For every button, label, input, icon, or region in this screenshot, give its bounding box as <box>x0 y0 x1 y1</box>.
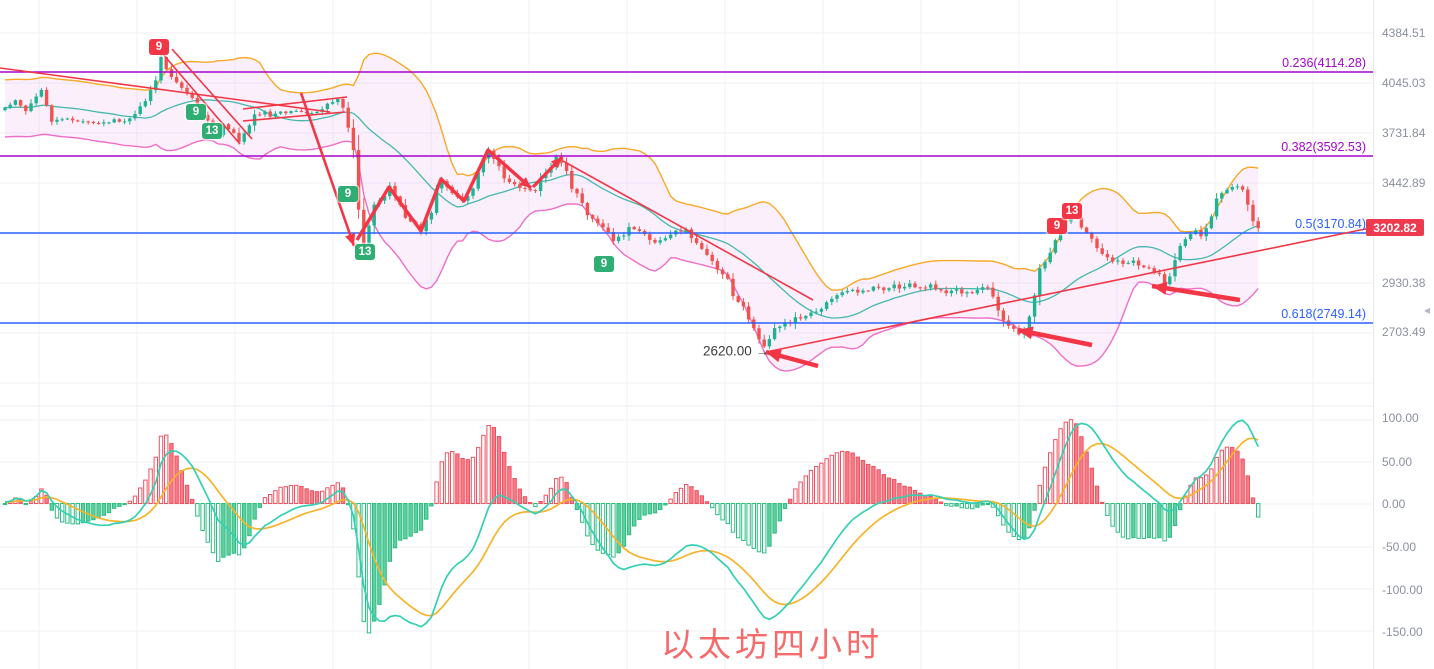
fib-level-label: 0.236(4114.28) <box>1282 56 1366 70</box>
price-axis-label: 2703.49 <box>1382 325 1426 339</box>
price-axis-label: 4384.51 <box>1382 26 1426 40</box>
td-count-marker: 9 <box>594 256 614 272</box>
price-axis-label: 2930.38 <box>1382 276 1426 290</box>
td-count-marker: 13 <box>355 244 375 260</box>
macd-axis-label: -50.00 <box>1382 540 1417 554</box>
price-axis-label: 3442.89 <box>1382 176 1426 190</box>
td-count-marker: 13 <box>202 123 222 139</box>
price-axis-label: 4045.03 <box>1382 76 1426 90</box>
macd-axis-label: -100.00 <box>1382 583 1423 597</box>
td-count-marker: 9 <box>338 186 358 202</box>
fib-lines-layer <box>0 71 1373 324</box>
fib-level-label: 0.382(3592.53) <box>1281 140 1366 154</box>
td-count-marker: 9 <box>149 39 169 55</box>
candles-layer <box>3 54 1260 349</box>
td-count-marker: 9 <box>186 104 206 120</box>
macd-layer <box>2 419 1261 634</box>
td-count-marker: 9 <box>1047 218 1067 234</box>
macd-axis-label: 0.00 <box>1382 497 1406 511</box>
td-count-marker: 13 <box>1062 203 1082 219</box>
swing-low-price-annotation: 2620.00 → <box>703 343 770 359</box>
fib-level-label: 0.618(2749.14) <box>1281 307 1366 321</box>
macd-axis-label: -150.00 <box>1382 625 1423 639</box>
fib-level-label: 0.5(3170.84) <box>1295 217 1366 231</box>
macd-axis-label: 100.00 <box>1382 411 1419 425</box>
price-axis[interactable]: 4384.51 4045.03 3731.84 3442.89 2930.38 2703.… <box>1373 0 1434 669</box>
red-annotations-layer <box>0 48 1371 369</box>
axis-collapse-handle-icon[interactable]: ◂ <box>1424 303 1431 317</box>
chart-title-annotation: 以太坊四小时 <box>661 626 883 663</box>
last-price-badge: 3202.82 <box>1366 219 1424 236</box>
macd-axis-label: 50.00 <box>1382 455 1413 469</box>
price-axis-label: 3731.84 <box>1382 126 1426 140</box>
